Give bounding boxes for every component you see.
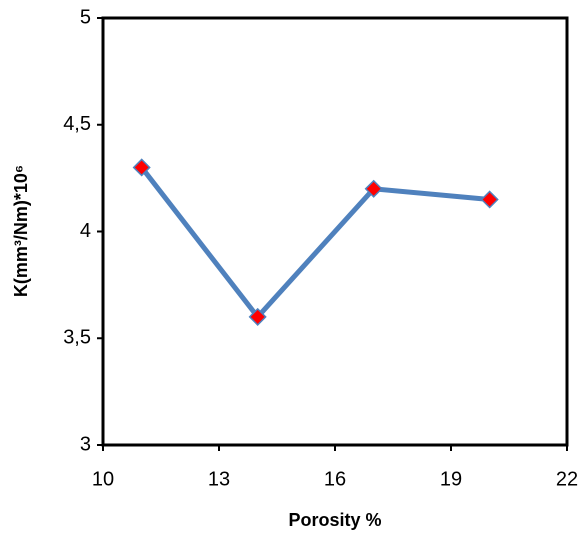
y-tick-label: 4 <box>80 220 91 242</box>
x-axis-title: Porosity % <box>288 510 381 530</box>
x-tick-label: 22 <box>556 468 578 490</box>
x-tick-label: 13 <box>208 468 230 490</box>
y-tick-label: 3,5 <box>63 327 91 349</box>
data-point <box>248 307 267 326</box>
y-tick-label: 3 <box>80 433 91 455</box>
data-point <box>364 179 383 198</box>
x-tick-label: 10 <box>92 468 114 490</box>
data-line <box>139 165 490 320</box>
x-tick-label: 19 <box>440 468 462 490</box>
x-tick-label: 16 <box>324 468 346 490</box>
y-tick-label: 4,5 <box>63 113 91 135</box>
data-point <box>480 190 499 209</box>
y-axis-title: K(mm³/Nm)*10⁶ <box>11 165 31 297</box>
y-tick-label: 5 <box>80 6 91 28</box>
data-point <box>132 158 151 177</box>
